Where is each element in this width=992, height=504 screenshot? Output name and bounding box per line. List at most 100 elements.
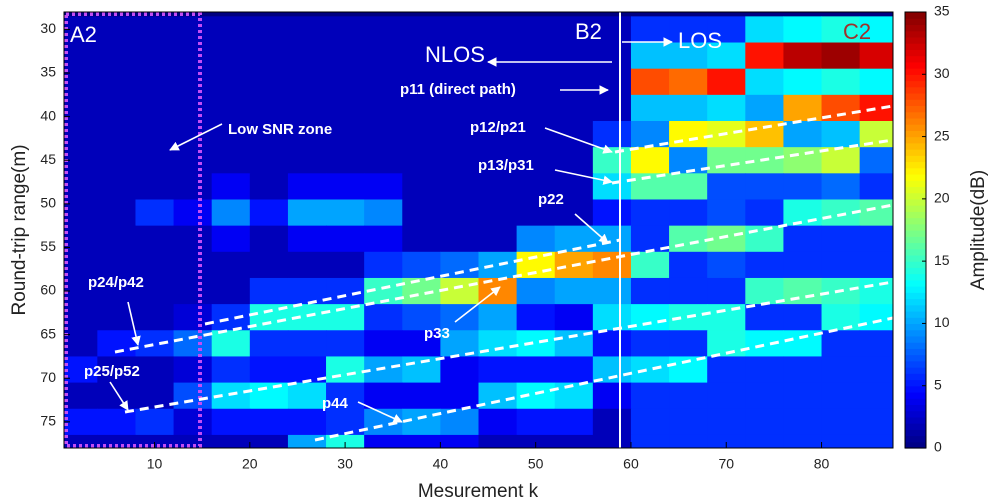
- heatmap-cell: [287, 121, 327, 148]
- colorbar-step: [905, 248, 926, 256]
- heatmap-cell: [630, 147, 670, 174]
- colorbar-step: [905, 279, 926, 287]
- heatmap-cell: [783, 199, 823, 227]
- heatmap-cell: [630, 68, 670, 96]
- heatmap-cell: [364, 121, 403, 148]
- heatmap-cell: [440, 277, 479, 305]
- colorbar-step: [905, 429, 926, 437]
- colorbar-step: [905, 192, 926, 200]
- colorbar-step: [905, 68, 926, 75]
- heatmap-cell: [287, 68, 327, 96]
- heatmap-cell: [478, 304, 518, 331]
- heatmap-cell: [707, 42, 746, 70]
- heatmap-cell: [630, 277, 670, 305]
- heatmap-cell: [326, 382, 365, 410]
- heatmap-cell: [211, 356, 251, 384]
- heatmap-cell: [821, 330, 861, 357]
- heatmap-cell: [783, 147, 823, 174]
- colorbar-step: [905, 99, 926, 107]
- heatmap-cell: [859, 304, 893, 331]
- heatmap-cell: [135, 408, 175, 436]
- arrow: [169, 123, 223, 151]
- y-tick-label: 45: [40, 151, 56, 167]
- heatmap-cell: [287, 42, 327, 70]
- heatmap: [64, 12, 893, 448]
- heatmap-cell: [745, 251, 784, 279]
- heatmap-cell: [249, 199, 289, 227]
- colorbar-step: [905, 292, 926, 300]
- x-tick-label: 10: [147, 456, 163, 472]
- heatmap-cell: [326, 330, 365, 357]
- heatmap-cell: [97, 121, 136, 148]
- heatmap-cell: [64, 251, 98, 279]
- heatmap-cell: [516, 408, 556, 436]
- heatmap-cell: [402, 225, 441, 253]
- colorbar-step: [905, 298, 926, 306]
- arrow: [544, 127, 613, 154]
- heatmap-cell: [211, 225, 251, 253]
- colorbar-step: [905, 36, 926, 44]
- heatmap-cell: [745, 121, 784, 148]
- heatmap-cell: [440, 42, 479, 70]
- colorbar-step: [905, 423, 926, 430]
- colorbar-step: [905, 404, 926, 412]
- colorbar-step: [905, 198, 926, 206]
- heatmap-cell: [249, 173, 289, 200]
- heatmap-cell: [554, 147, 594, 174]
- heatmap-cell: [211, 94, 251, 122]
- heatmap-cell: [287, 199, 327, 227]
- annotation: NLOS: [425, 42, 485, 67]
- heatmap-cell: [669, 382, 708, 410]
- heatmap-cell: [173, 42, 213, 70]
- heatmap-cell: [516, 42, 556, 70]
- arrow: [574, 213, 609, 244]
- colorbar-step: [905, 74, 926, 82]
- heatmap-cell: [592, 434, 632, 448]
- heatmap-cell: [135, 68, 175, 96]
- colorbar-step: [905, 286, 926, 293]
- heatmap-cell: [707, 147, 746, 174]
- colorbar-step: [905, 130, 926, 138]
- heatmap-cell: [402, 382, 441, 410]
- colorbar-step: [905, 242, 926, 250]
- heatmap-cell: [516, 225, 556, 253]
- colorbar-step: [905, 43, 926, 50]
- path-track: [614, 104, 893, 154]
- heatmap-cell: [859, 382, 893, 410]
- heatmap-cell: [478, 16, 518, 44]
- colorbar-step: [905, 86, 926, 94]
- heatmap-cell: [478, 356, 518, 384]
- colorbar-step: [905, 360, 926, 368]
- heatmap-cell: [783, 42, 823, 70]
- heatmap-cell: [516, 173, 556, 200]
- heatmap-cell: [554, 408, 594, 436]
- heatmap-cell: [326, 225, 365, 253]
- heatmap-cell: [249, 408, 289, 436]
- heatmap-cell: [783, 356, 823, 384]
- heatmap-cell: [630, 434, 670, 448]
- heatmap-cell: [211, 147, 251, 174]
- heatmap-cell: [135, 147, 175, 174]
- heatmap-cell: [173, 121, 213, 148]
- heatmap-cell: [440, 173, 479, 200]
- colorbar-label: Amplitude(dB): [968, 170, 989, 290]
- heatmap-cell: [364, 199, 403, 227]
- heatmap-cell: [173, 16, 213, 44]
- heatmap-cell: [211, 304, 251, 331]
- heatmap-cell: [287, 277, 327, 305]
- heatmap-cell: [402, 16, 441, 44]
- heatmap-cell: [859, 356, 893, 384]
- heatmap-cell: [707, 173, 746, 200]
- heatmap-cell: [783, 94, 823, 122]
- heatmap-cell: [97, 94, 136, 122]
- heatmap-cell: [249, 225, 289, 253]
- colorbar-step: [905, 223, 926, 231]
- heatmap-cell: [592, 330, 632, 357]
- heatmap-cell: [440, 68, 479, 96]
- heatmap-cell: [211, 68, 251, 96]
- heatmap-cell: [821, 408, 861, 436]
- heatmap-cell: [211, 173, 251, 200]
- heatmap-cell: [707, 199, 746, 227]
- colorbar-step: [905, 267, 926, 275]
- heatmap-cell: [592, 277, 632, 305]
